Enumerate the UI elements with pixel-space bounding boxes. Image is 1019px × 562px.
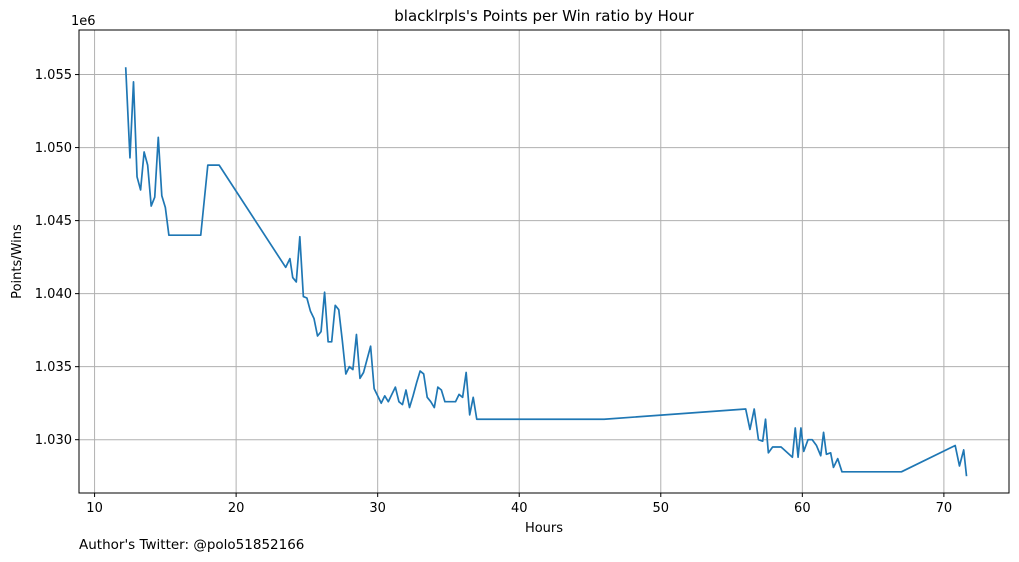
y-tick-label: 1.055 xyxy=(35,68,72,83)
y-tick-label: 1.045 xyxy=(35,214,72,229)
x-tick-label: 30 xyxy=(369,501,386,516)
author-credit: Author's Twitter: @polo51852166 xyxy=(79,537,305,553)
chart-title: blacklrpls's Points per Win ratio by Hou… xyxy=(394,7,694,25)
x-tick-label: 50 xyxy=(653,501,670,516)
x-tick-label: 20 xyxy=(228,501,245,516)
y-tick-label: 1.030 xyxy=(35,433,72,448)
x-tick-label: 70 xyxy=(936,501,953,516)
x-tick-label: 40 xyxy=(511,501,528,516)
y-axis-label: Points/Wins xyxy=(10,224,25,299)
x-tick-label: 10 xyxy=(86,501,103,516)
x-tick-label: 60 xyxy=(794,501,811,516)
x-axis-label: Hours xyxy=(525,521,563,536)
grid-lines xyxy=(79,30,1009,493)
y-tick-label: 1.040 xyxy=(35,287,72,302)
plot-frame xyxy=(78,29,1010,494)
y-offset-label: 1e6 xyxy=(71,14,96,29)
axis-ticks: 10 20 30 40 50 60 70 1.030 1.035 1.040 1.045 1.050 1… xyxy=(35,68,952,516)
y-tick-label: 1.035 xyxy=(35,360,72,375)
series-line xyxy=(124,67,968,477)
y-tick-label: 1.050 xyxy=(35,141,72,156)
series-line-group xyxy=(124,67,968,477)
